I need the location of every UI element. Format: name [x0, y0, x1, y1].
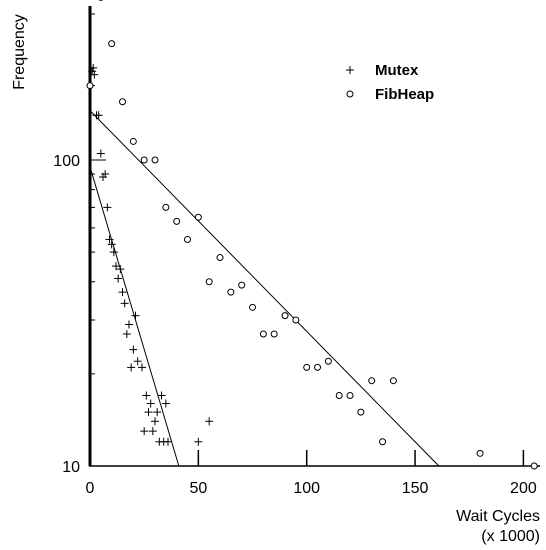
point-fibheap: [259, 330, 267, 338]
point-fibheap: [357, 408, 365, 416]
point-fibheap: [216, 254, 224, 262]
x-tick-label: 100: [293, 480, 320, 497]
y-tick-label: 100: [53, 153, 80, 170]
point-fibheap: [476, 449, 484, 457]
point-mutex: [138, 363, 147, 372]
point-fibheap: [249, 303, 257, 311]
point-fibheap: [108, 40, 116, 48]
point-fibheap: [379, 438, 387, 446]
point-mutex: [122, 330, 131, 339]
x-tick-label: 0: [86, 480, 95, 497]
point-mutex: [103, 203, 112, 212]
point-mutex: [96, 149, 105, 158]
point-fibheap: [238, 281, 246, 289]
y-ticks: 10 100: [53, 13, 106, 476]
point-mutex: [146, 399, 155, 408]
point-fibheap: [303, 363, 311, 371]
point-fibheap: [389, 377, 397, 385]
point-fibheap: [281, 312, 289, 320]
point-fibheap: [314, 363, 322, 371]
y-axis-label: Frequency: [11, 14, 28, 90]
point-fibheap: [292, 316, 300, 324]
x-tick-label: 200: [510, 480, 537, 497]
point-fibheap: [140, 156, 148, 164]
point-fibheap: [194, 213, 202, 221]
point-mutex: [118, 288, 127, 297]
point-fibheap: [270, 330, 278, 338]
point-fibheap: [335, 391, 343, 399]
point-mutex: [127, 363, 136, 372]
point-mutex: [140, 427, 149, 436]
point-mutex: [148, 427, 157, 436]
legend-marker-fibheap: [346, 90, 354, 98]
x-axis-unit-label: (x 1000): [481, 528, 540, 545]
point-fibheap: [151, 156, 159, 164]
legend-marker-mutex: [346, 66, 354, 74]
point-mutex: [142, 391, 151, 400]
point-fibheap: [173, 217, 181, 225]
point-mutex: [109, 248, 118, 257]
point-mutex: [153, 408, 162, 417]
point-fibheap: [324, 357, 332, 365]
point-mutex: [133, 357, 142, 366]
axes: [88, 6, 540, 467]
point-mutex: [151, 417, 160, 426]
point-mutex: [90, 70, 99, 79]
fit-line-fibheap: [89, 110, 440, 467]
x-tick-label: 50: [189, 480, 207, 497]
point-mutex: [161, 399, 170, 408]
point-mutex: [194, 437, 203, 446]
point-fibheap: [162, 203, 170, 211]
point-mutex: [116, 265, 125, 274]
point-mutex: [164, 437, 173, 446]
point-mutex: [94, 111, 103, 120]
legend-label-mutex: Mutex: [375, 62, 419, 79]
point-mutex: [129, 345, 138, 354]
point-mutex: [114, 274, 123, 283]
point-fibheap: [530, 462, 538, 470]
x-axis-label: Wait Cycles: [456, 508, 540, 525]
point-fibheap: [346, 391, 354, 399]
point-fibheap: [368, 377, 376, 385]
fit-lines: [89, 110, 440, 467]
point-mutex: [131, 311, 140, 320]
point-mutex: [157, 391, 166, 400]
point-mutex: [205, 417, 214, 426]
point-fibheap: [184, 235, 192, 243]
x-tick-label: 150: [402, 480, 429, 497]
y-tick-label: 10: [62, 459, 80, 476]
point-fibheap: [129, 137, 137, 145]
point-mutex: [101, 170, 110, 179]
fit-line-mutex: [89, 166, 180, 467]
point-fibheap: [86, 82, 94, 90]
point-mutex: [107, 240, 116, 249]
point-mutex: [112, 262, 121, 271]
legend-label-fibheap: FibHeap: [375, 86, 434, 103]
legend: Mutex FibHeap: [346, 62, 434, 103]
data-points: [86, 0, 538, 470]
point-mutex: [89, 63, 98, 72]
point-mutex: [125, 320, 134, 329]
point-mutex: [120, 299, 129, 308]
point-mutex: [144, 408, 153, 417]
point-mutex: [105, 235, 114, 244]
point-fibheap: [205, 278, 213, 286]
x-ticks: 0 50 100 150 200: [86, 450, 537, 497]
point-fibheap: [227, 288, 235, 296]
point-fibheap: [119, 98, 127, 106]
